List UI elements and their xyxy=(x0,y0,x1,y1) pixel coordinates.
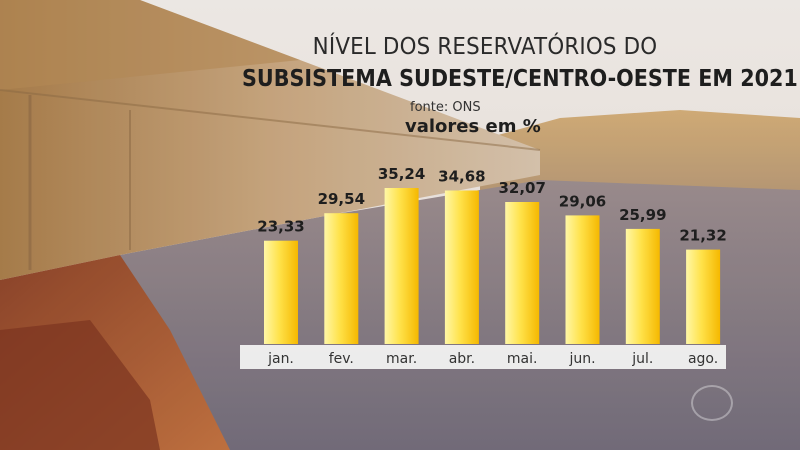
bar-jul xyxy=(625,228,660,344)
value-label-abr: 34,68 xyxy=(438,168,485,186)
category-label-mai: mai. xyxy=(507,351,538,367)
source-label: fonte: ONS xyxy=(410,100,481,115)
bar-fev xyxy=(324,213,359,344)
bar-abr xyxy=(444,190,479,344)
chart-title-line-1: NÍVEL DOS RESERVATÓRIOS DO xyxy=(312,34,658,60)
value-label-ago: 21,32 xyxy=(679,227,726,245)
value-label-jul: 25,99 xyxy=(619,206,666,224)
chart-title-line-2: SUBSISTEMA SUDESTE/CENTRO-OESTE EM 2021 xyxy=(242,66,798,92)
category-label-jul: jul. xyxy=(631,351,653,367)
value-label-jan: 23,33 xyxy=(257,218,304,236)
category-label-abr: abr. xyxy=(449,351,475,367)
category-label-mar: mar. xyxy=(386,351,417,367)
broadcaster-logo-watermark xyxy=(691,385,733,421)
bar-ago xyxy=(686,249,721,344)
value-label-fev: 29,54 xyxy=(318,190,365,208)
category-label-jun: jun. xyxy=(568,351,595,367)
value-label-mar: 35,24 xyxy=(378,165,425,183)
bar-mar xyxy=(384,188,419,344)
category-label-ago: ago. xyxy=(688,351,718,367)
chart-subtitle: valores em % xyxy=(405,116,541,137)
category-label-jan: jan. xyxy=(267,351,294,367)
category-label-strip xyxy=(240,345,726,369)
bar-jun xyxy=(565,215,600,344)
value-label-mai: 32,07 xyxy=(498,179,545,197)
bar-jan xyxy=(264,240,298,344)
value-label-jun: 29,06 xyxy=(559,192,606,210)
category-label-fev: fev. xyxy=(329,351,354,367)
bar-mai xyxy=(505,202,540,344)
